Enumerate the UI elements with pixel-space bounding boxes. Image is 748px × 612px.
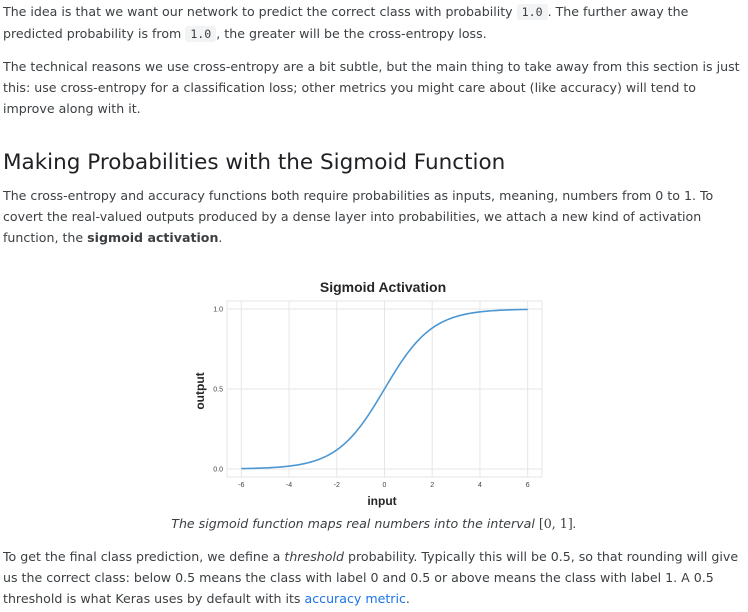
y-tick-label: 1.0 <box>213 307 223 314</box>
figure-caption: The sigmoid function maps real numbers i… <box>0 513 748 534</box>
paragraph-cross-entropy: The technical reasons we use cross-entro… <box>3 59 740 116</box>
paragraph-sigmoid-text-1: The cross-entropy and accuracy functions… <box>3 188 714 245</box>
paragraph-intro-text-3: , the greater will be the cross-entropy … <box>216 26 487 41</box>
paragraph-threshold: To get the final class prediction, we de… <box>3 546 743 609</box>
paragraph-intro: The idea is that we want our network to … <box>3 1 743 45</box>
chart-grid <box>227 301 542 477</box>
code-probability-one: 1.0 <box>516 4 548 20</box>
chart-title: Sigmoid Activation <box>320 279 446 295</box>
x-tick-label: 0 <box>383 482 387 489</box>
paragraph-sigmoid-intro: The cross-entropy and accuracy functions… <box>3 185 743 248</box>
accuracy-metric-link[interactable]: accuracy metric <box>304 591 406 606</box>
paragraph-threshold-text-3: . <box>405 591 410 606</box>
y-tick-label: 0.0 <box>213 467 223 474</box>
sigmoid-curve <box>241 308 528 470</box>
paragraph-threshold-text-2: probability. Typically this will be 0.5,… <box>3 549 739 606</box>
chart-ticks: -6 -4 -2 0 2 4 6 0.0 0.5 1.0 <box>213 307 529 490</box>
threshold-italic: threshold <box>284 549 344 564</box>
sigmoid-chart: -6 -4 -2 0 2 4 6 0.0 0.5 1.0 Sigmoid Activation i… <box>193 279 543 508</box>
section-heading: Making Probabilities with the Sigmoid Fu… <box>3 150 506 175</box>
sigmoid-activation-bold: sigmoid activation <box>87 230 219 245</box>
chart-y-axis-label: output <box>193 372 207 409</box>
x-tick-label: 4 <box>478 482 482 489</box>
x-tick-label: -2 <box>334 482 340 489</box>
caption-interval: [0, 1] <box>538 516 573 531</box>
x-tick-label: 2 <box>430 482 434 489</box>
x-tick-label: -4 <box>286 482 292 489</box>
x-tick-label: 6 <box>526 482 530 489</box>
code-probability-one-2: 1.0 <box>185 26 217 42</box>
paragraph-intro-text-1: The idea is that we want our network to … <box>3 4 517 19</box>
paragraph-threshold-text-1: To get the final class prediction, we de… <box>3 549 285 564</box>
chart-plot-frame <box>226 300 543 478</box>
paragraph-intro-text-2: . The further away the predicted probabi… <box>3 4 689 41</box>
caption-end: . <box>572 516 577 531</box>
paragraph-sigmoid-text-2: . <box>218 230 223 245</box>
caption-text: The sigmoid function maps real numbers i… <box>171 516 539 531</box>
y-tick-label: 0.5 <box>213 387 223 394</box>
chart-x-axis-label: input <box>367 494 396 508</box>
x-tick-label: -6 <box>238 482 244 489</box>
